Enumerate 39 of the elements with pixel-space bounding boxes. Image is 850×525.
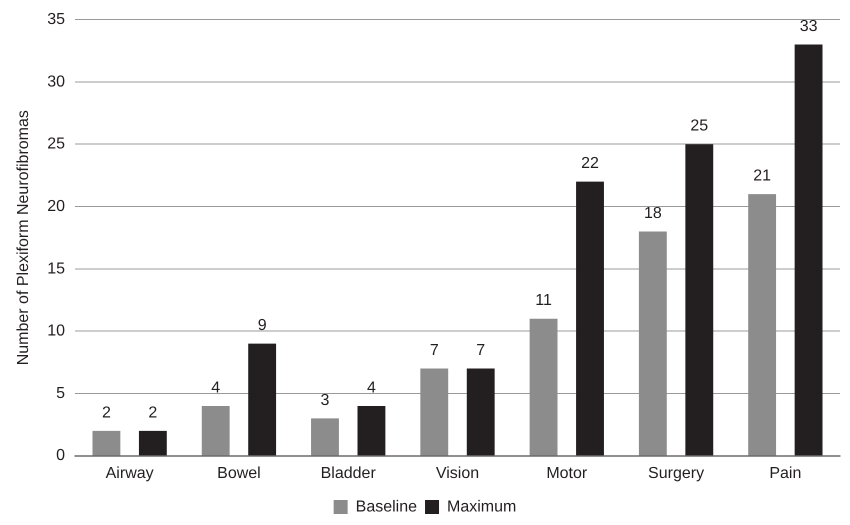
data-label: 21 [753,167,772,184]
bar [420,368,448,456]
x-tick-label: Bowel [217,464,261,482]
data-label: 7 [430,342,439,359]
y-tick-label: 35 [47,11,66,28]
data-label: 25 [690,118,708,135]
data-label: 4 [211,379,220,396]
legend-label: Maximum [447,498,516,516]
bar [202,406,230,456]
x-tick-label: Motor [546,464,588,482]
bar [530,318,558,456]
x-tick-label: Surgery [648,464,704,482]
x-tick-label: Airway [106,464,154,482]
x-tick-label: Vision [436,464,480,482]
x-tick-label: Pain [769,464,802,482]
data-label: 7 [476,342,486,359]
y-tick-label: 20 [47,198,66,215]
y-tick-label: 0 [56,447,66,464]
bar [311,418,339,456]
legend-label: Baseline [356,498,418,516]
data-label: 11 [535,292,552,310]
bar [748,194,776,456]
y-tick-label: 5 [56,384,66,402]
bar [92,430,120,456]
data-label: 2 [102,404,111,422]
bar [638,231,667,456]
x-tick-label: Bladder [320,464,376,482]
data-label: 4 [366,379,376,396]
data-label: 33 [800,18,818,35]
data-label: 18 [644,204,662,222]
y-axis-title: Number of Plexiform Neurofibromas [15,110,32,366]
data-label: 22 [581,155,600,172]
y-tick-label: 15 [47,260,66,278]
data-label: 9 [258,317,267,334]
y-tick-label: 10 [47,322,66,340]
data-label: 3 [320,392,330,409]
y-tick-label: 25 [47,136,66,153]
data-label: 2 [148,404,158,422]
y-tick-label: 30 [47,73,66,90]
